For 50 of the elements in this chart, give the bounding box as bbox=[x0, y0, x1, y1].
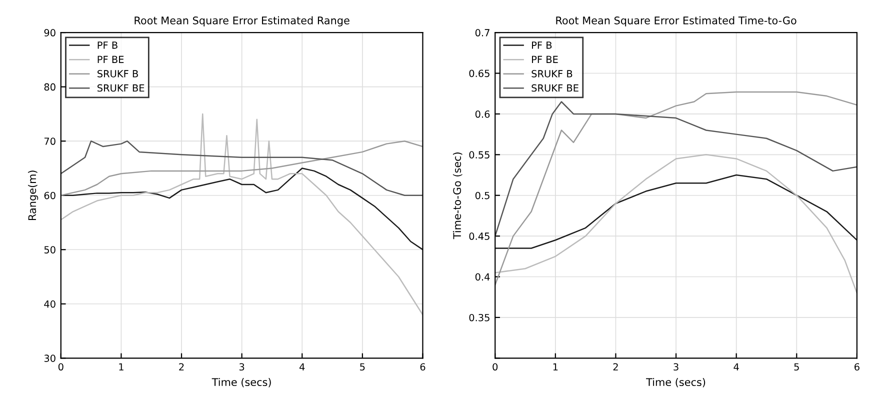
line-series bbox=[495, 154, 857, 294]
y-axis-title: Time-to-Go (sec) bbox=[452, 152, 462, 240]
y-tick-label: 0.4 bbox=[475, 273, 490, 281]
x-tick-label: 6 bbox=[420, 363, 426, 371]
x-tick-label: 2 bbox=[179, 363, 184, 370]
legend-label: PF B bbox=[532, 42, 552, 49]
y-axis-title: Range(m) bbox=[28, 170, 38, 220]
y-tick-label: 0.65 bbox=[469, 70, 490, 78]
legend-label: SRUKF BE bbox=[532, 84, 578, 92]
line-series bbox=[495, 101, 857, 237]
x-tick-label: 4 bbox=[300, 363, 305, 370]
legend-label: SRUKF BE bbox=[98, 84, 144, 92]
x-tick-label: 0 bbox=[492, 363, 498, 371]
legend-label: PF BE bbox=[532, 56, 558, 63]
line-series bbox=[60, 140, 423, 196]
y-tick-label: 0.55 bbox=[469, 151, 490, 158]
y-tick-label: 50 bbox=[44, 246, 56, 254]
y-tick-label: 40 bbox=[44, 300, 56, 308]
y-tick-label: 90 bbox=[44, 29, 56, 36]
legend-label: SRUKF B bbox=[98, 70, 138, 78]
x-tick-label: 6 bbox=[854, 363, 860, 371]
x-tick-label: 4 bbox=[734, 363, 739, 370]
x-tick-label: 1 bbox=[119, 363, 124, 370]
x-tick-label: 0 bbox=[58, 363, 64, 371]
y-tick-label: 0.6 bbox=[475, 110, 490, 118]
x-axis-title: Time (secs) bbox=[646, 378, 706, 388]
x-tick-label: 2 bbox=[613, 363, 618, 370]
x-tick-label: 5 bbox=[794, 363, 799, 371]
line-series bbox=[495, 174, 857, 249]
y-tick-label: 80 bbox=[44, 83, 56, 91]
y-tick-label: 70 bbox=[44, 138, 56, 145]
x-tick-label: 5 bbox=[360, 363, 365, 371]
chart-title: Root Mean Square Error Estimated Range bbox=[134, 16, 350, 26]
x-axis-title: Time (secs) bbox=[212, 378, 271, 388]
chart-title: Root Mean Square Error Estimated Time-to-Go bbox=[556, 16, 796, 26]
y-tick-label: 60 bbox=[44, 192, 56, 200]
x-tick-label: 3 bbox=[674, 363, 678, 371]
legend-label: SRUKF B bbox=[532, 70, 572, 78]
legend-label: PF B bbox=[98, 42, 118, 49]
line-series bbox=[495, 91, 857, 286]
y-tick-label: 0.45 bbox=[469, 232, 490, 240]
x-tick-label: 3 bbox=[239, 363, 244, 371]
line-series bbox=[60, 168, 423, 250]
line-series bbox=[60, 113, 423, 316]
y-tick-label: 0.7 bbox=[475, 29, 490, 36]
y-tick-label: 0.5 bbox=[475, 192, 490, 200]
y-tick-label: 30 bbox=[44, 354, 56, 362]
y-tick-label: 0.35 bbox=[469, 314, 490, 322]
legend-label: PF BE bbox=[98, 56, 124, 63]
x-tick-label: 1 bbox=[553, 363, 558, 370]
